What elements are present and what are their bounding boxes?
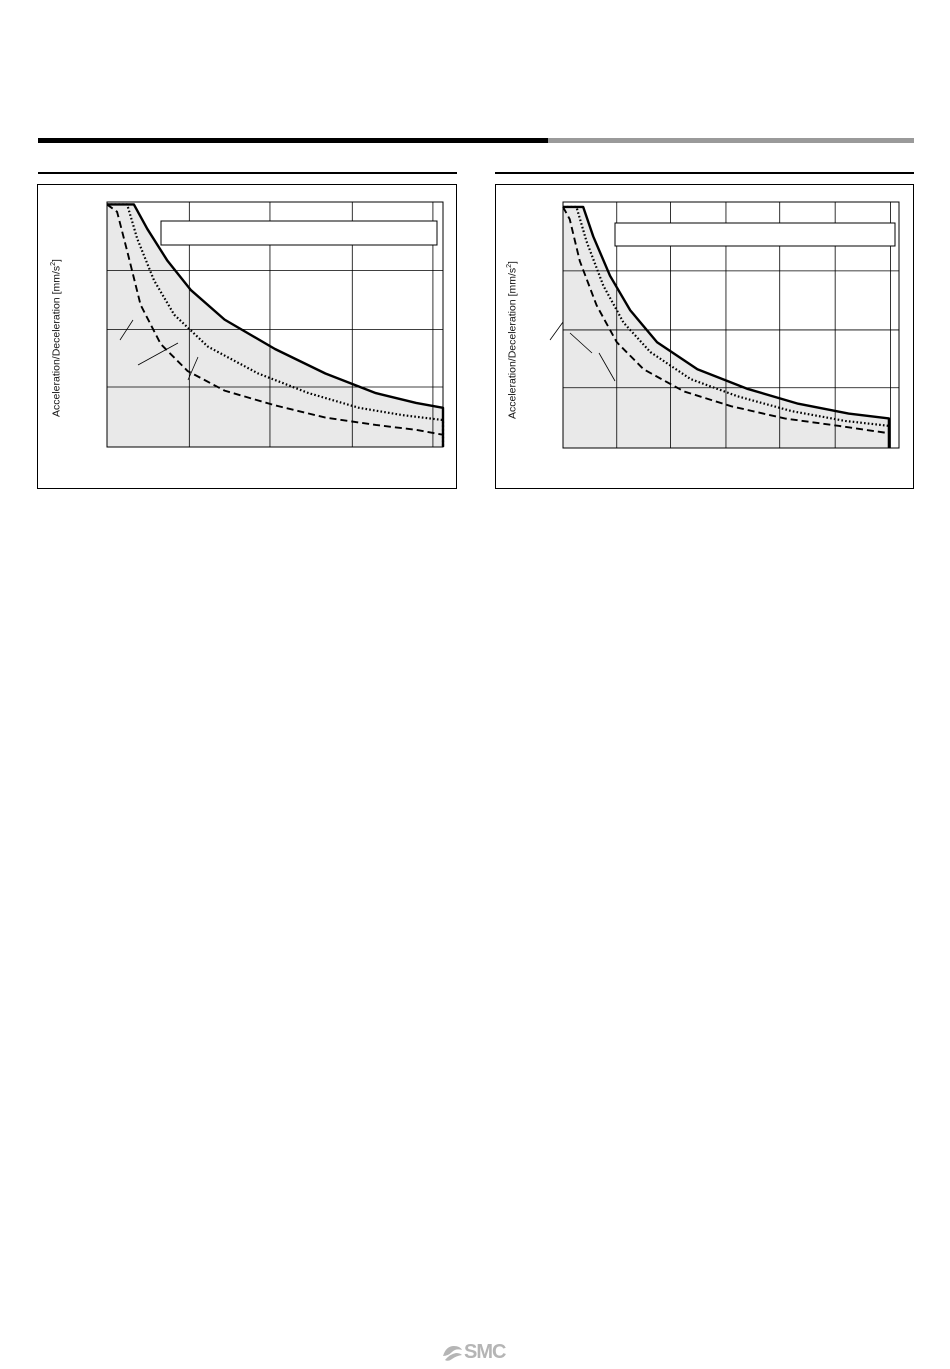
chart-panel-left: Acceleration/Deceleration [mm/s2] bbox=[37, 184, 457, 489]
chart-right bbox=[549, 201, 900, 449]
header-rule-light bbox=[548, 138, 914, 143]
plot-frame bbox=[562, 201, 900, 449]
y-axis-label: Acceleration/Deceleration [mm/s2] bbox=[50, 259, 63, 417]
chart-panel-right: Acceleration/Deceleration [mm/s2] bbox=[495, 184, 914, 489]
label-pointer bbox=[119, 319, 134, 341]
chart-left bbox=[106, 201, 445, 448]
series-line-solid bbox=[107, 203, 445, 447]
label-pointer bbox=[598, 352, 616, 382]
logo-text: SMC bbox=[464, 1341, 506, 1363]
operating-area bbox=[107, 204, 443, 447]
section-rule-left bbox=[38, 172, 457, 174]
label-pointer bbox=[137, 342, 179, 366]
series-line-dashed bbox=[106, 203, 444, 436]
series-line-dotted bbox=[107, 203, 445, 447]
label-pointer bbox=[549, 321, 564, 341]
legend-box bbox=[614, 222, 896, 247]
plot-frame bbox=[106, 201, 444, 448]
section-rule-right bbox=[495, 172, 914, 174]
legend-box bbox=[160, 220, 438, 246]
header-rule-dark bbox=[38, 138, 548, 143]
label-pointer bbox=[569, 332, 593, 354]
logo-mark-icon bbox=[443, 1346, 462, 1361]
series-line-dotted bbox=[563, 205, 890, 427]
brand-logo: SMC bbox=[440, 1340, 512, 1364]
y-axis-label: Acceleration/Deceleration [mm/s2] bbox=[506, 261, 519, 419]
series-line-dashed bbox=[562, 206, 890, 435]
series-line-solid bbox=[563, 205, 891, 448]
label-pointer bbox=[187, 356, 199, 381]
